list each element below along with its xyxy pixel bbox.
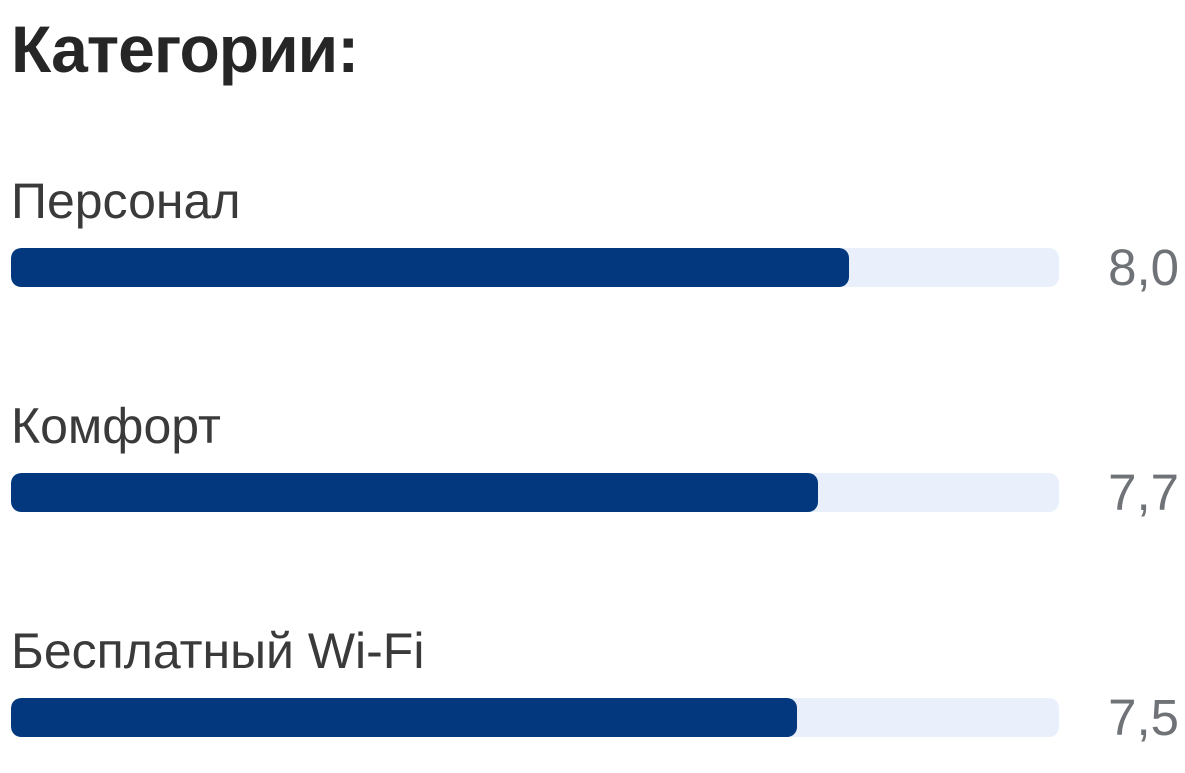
category-rows: Персонал 8,0 Комфорт 7,7 Бесплатный Wi-F… [11,170,1185,746]
rating-bar-line: 8,0 [11,239,1185,296]
rating-value: 8,0 [1108,239,1179,296]
category-label: Комфорт [11,398,221,454]
rating-bar-line: 7,5 [11,689,1185,746]
section-title: Категории: [11,12,359,86]
rating-bar-track [11,473,1059,512]
category-row: Бесплатный Wi-Fi 7,5 [11,620,1185,746]
rating-bar-fill [11,473,818,512]
category-label: Бесплатный Wi-Fi [11,623,425,679]
rating-bar-track [11,248,1059,287]
category-row: Комфорт 7,7 [11,395,1185,521]
rating-value: 7,7 [1108,464,1179,521]
rating-bar-fill [11,698,797,737]
category-row: Персонал 8,0 [11,170,1185,296]
category-label: Персонал [11,173,241,229]
rating-bar-track [11,698,1059,737]
rating-bar-fill [11,248,850,287]
rating-value: 7,5 [1108,689,1179,746]
rating-bar-line: 7,7 [11,464,1185,521]
